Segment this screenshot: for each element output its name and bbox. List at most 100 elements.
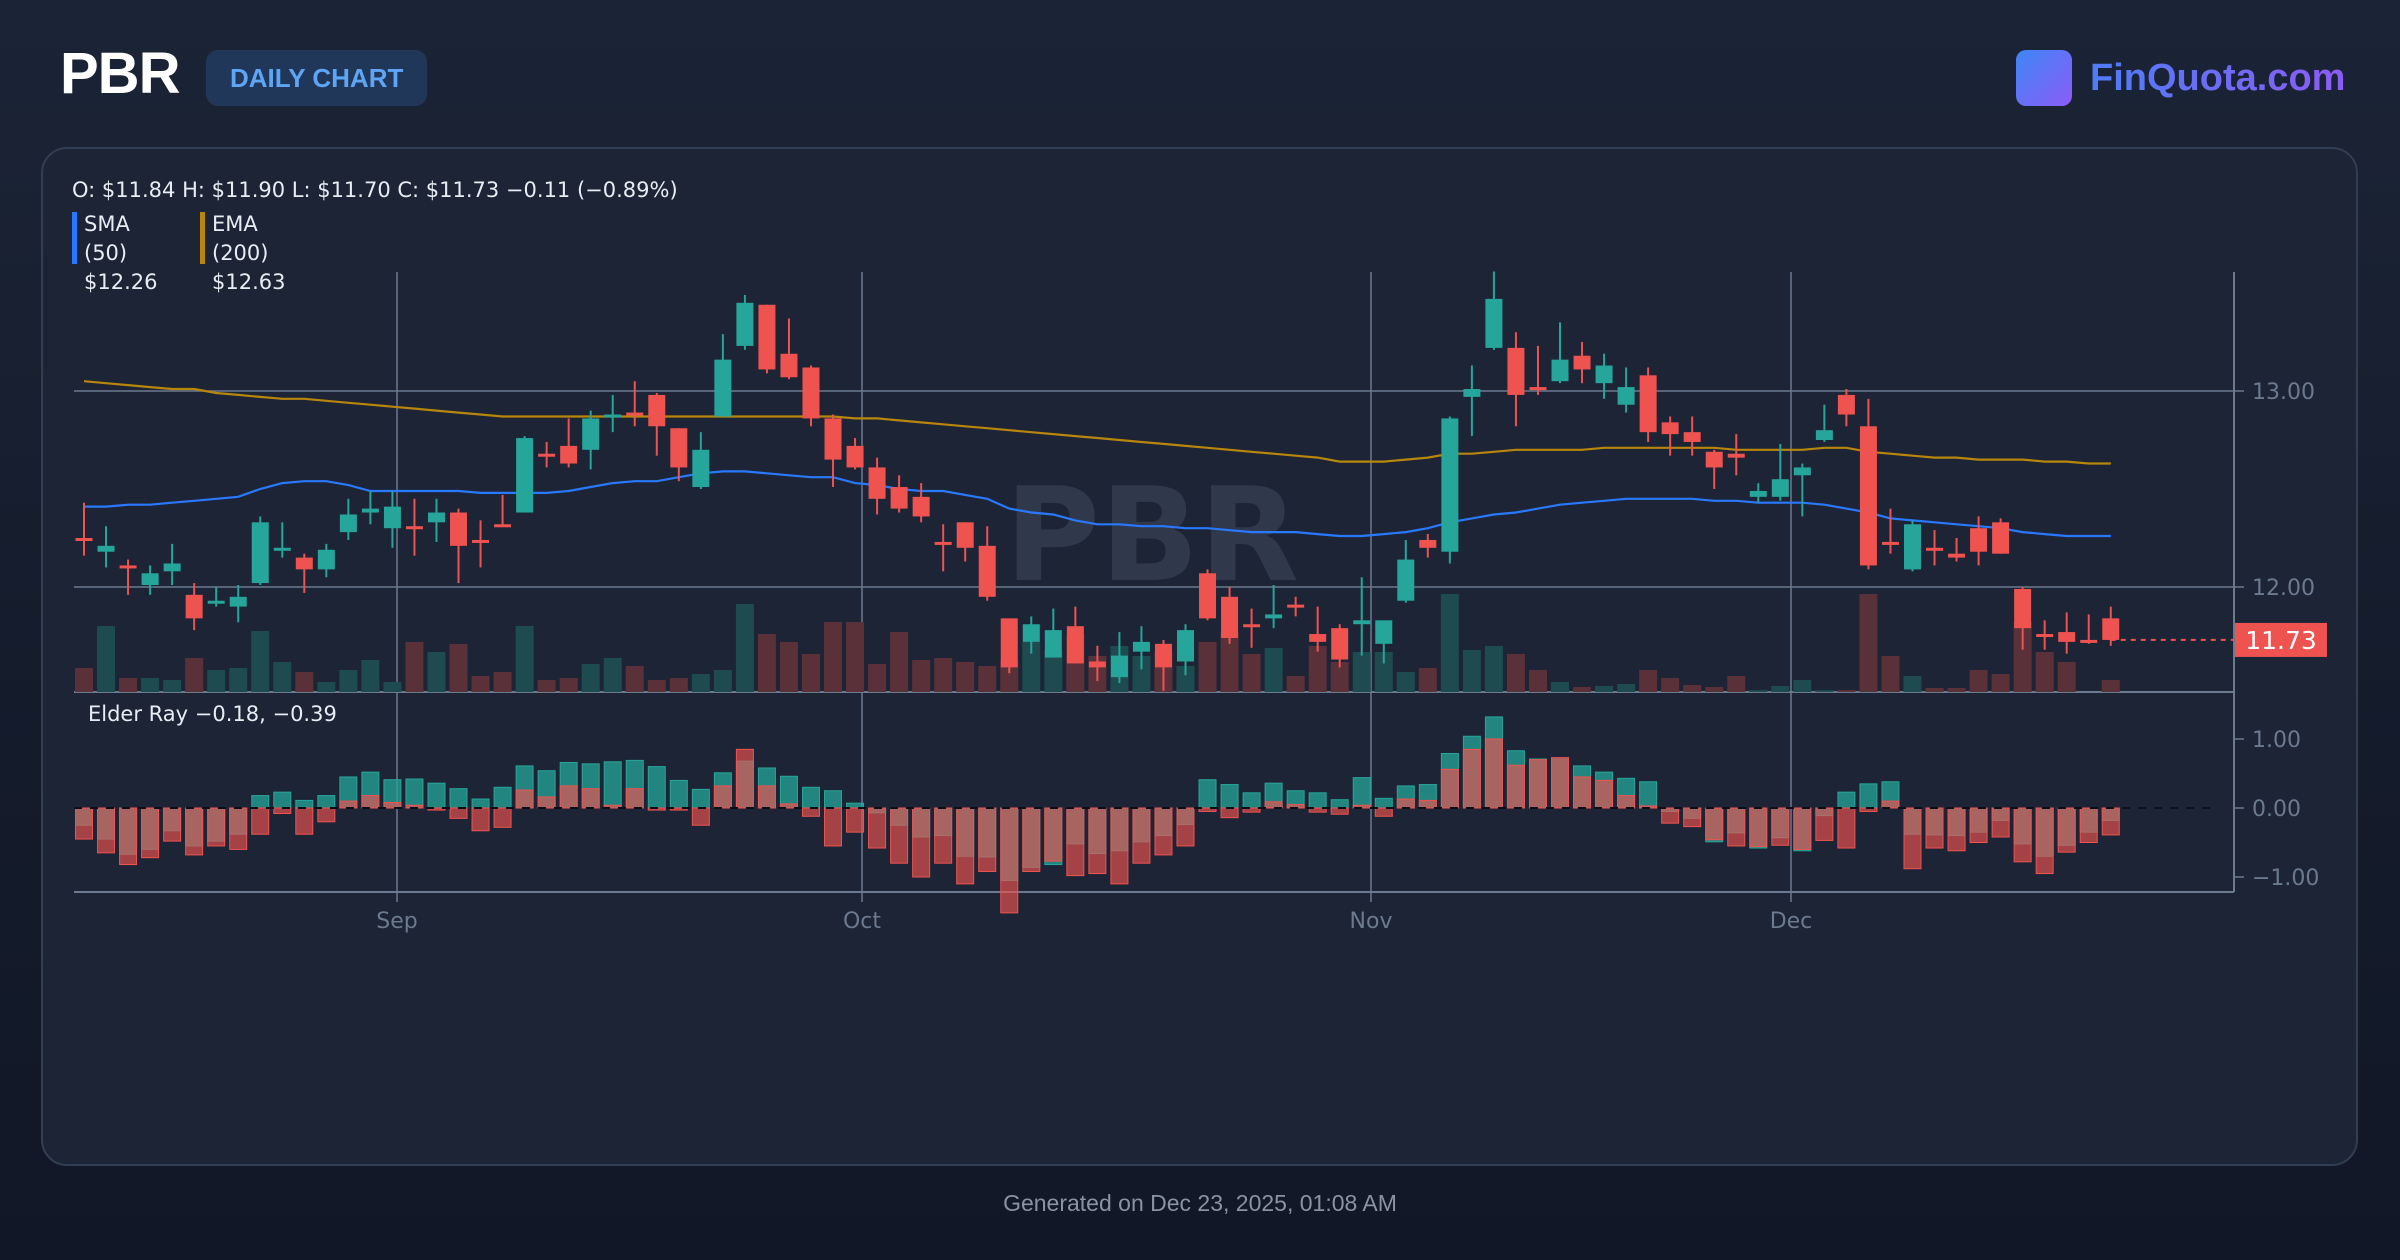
volume-bar xyxy=(1969,670,1988,692)
volume-bar xyxy=(163,680,182,692)
volume-bar xyxy=(383,682,402,692)
volume-bar xyxy=(1727,676,1746,692)
bear-power-bar xyxy=(339,800,358,809)
last-price-badge xyxy=(2235,622,2327,657)
volume-bar xyxy=(185,658,204,692)
candle-down xyxy=(1705,451,1723,468)
volume-bar xyxy=(405,642,424,692)
candle-down xyxy=(494,524,512,528)
candle-down xyxy=(1837,394,1855,415)
bear-power-bar xyxy=(427,807,446,811)
bear-power-bar xyxy=(1044,807,1063,862)
bull-power-bar xyxy=(1330,799,1349,809)
watermark-text: PBR xyxy=(1005,459,1299,611)
candle-up xyxy=(361,508,379,513)
candle-down xyxy=(846,445,864,468)
candle-up xyxy=(582,418,600,450)
sma-50-line xyxy=(84,470,2111,538)
bear-power-bar xyxy=(229,807,248,850)
generated-timestamp: Generated on Dec 23, 2025, 01:08 AM xyxy=(1003,1190,1397,1216)
bear-power-bar xyxy=(1705,807,1724,841)
bear-power-bar xyxy=(934,807,953,864)
bear-power-bar xyxy=(2035,807,2054,875)
candle-down xyxy=(670,428,688,468)
bear-power-bar xyxy=(163,807,182,842)
volume-bar xyxy=(581,664,600,692)
volume-bar xyxy=(339,670,358,692)
candle-down xyxy=(2080,639,2098,643)
volume-bar xyxy=(119,678,138,692)
candle-up xyxy=(516,438,534,513)
bear-power-bar xyxy=(669,807,688,811)
candle-up xyxy=(1044,630,1062,658)
volume-bar xyxy=(801,654,820,692)
ema-200-line xyxy=(83,380,2111,465)
volume-bar xyxy=(1044,650,1063,692)
candle-up xyxy=(736,302,754,346)
brand[interactable]: FinQuota.com xyxy=(2016,50,2345,106)
volume-bar xyxy=(1022,642,1041,692)
volume-bar xyxy=(1000,660,1019,692)
candle-down xyxy=(780,353,798,378)
volume-bar xyxy=(1528,670,1547,692)
candle-down xyxy=(1000,618,1018,668)
bear-power-bar xyxy=(317,807,336,823)
candle-up xyxy=(251,522,269,584)
candle-down xyxy=(626,412,644,416)
bear-power-bar xyxy=(295,807,314,835)
candle-up xyxy=(339,514,357,533)
bull-power-bar xyxy=(1837,791,1856,809)
candle-down xyxy=(1419,539,1437,548)
ema-value: $12.63 xyxy=(212,270,286,294)
bear-power-bar xyxy=(1551,757,1570,809)
bear-power-bar xyxy=(956,807,975,885)
candle-down xyxy=(2014,588,2032,629)
volume-bar xyxy=(449,644,468,692)
brand-name[interactable]: FinQuota.com xyxy=(2090,56,2346,99)
volume-bar xyxy=(1793,680,1812,692)
candle-down xyxy=(1243,624,1261,628)
candle-up xyxy=(1551,359,1569,382)
candle-up xyxy=(273,547,291,551)
candle-down xyxy=(956,522,974,548)
candle-down xyxy=(2058,632,2076,642)
candle-up xyxy=(1397,559,1415,601)
bear-power-bar xyxy=(1881,800,1900,809)
candle-down xyxy=(824,418,842,460)
bear-power-bar xyxy=(1969,807,1988,843)
bear-power-bar xyxy=(1793,807,1812,850)
candle-up xyxy=(1353,620,1371,625)
bear-power-bar xyxy=(1749,807,1768,848)
volume-bar xyxy=(2013,622,2032,692)
volume-bars xyxy=(75,594,2120,692)
volume-bar xyxy=(890,632,909,692)
candle-down xyxy=(295,557,313,570)
candle-down xyxy=(890,487,908,509)
volume-bar xyxy=(1374,652,1393,692)
volume-bar xyxy=(1947,688,1966,692)
volume-bar xyxy=(1440,594,1459,692)
candle-up xyxy=(1903,524,1921,570)
bull-power-bar xyxy=(647,766,666,809)
candle-up xyxy=(427,512,445,523)
volume-bar xyxy=(956,662,975,692)
candle-up xyxy=(229,596,247,607)
bull-power-bar xyxy=(1308,792,1327,809)
bear-power-bar xyxy=(2079,807,2098,843)
volume-bar xyxy=(1595,686,1614,692)
volume-bar xyxy=(207,670,226,692)
bull-power-bar xyxy=(1859,783,1878,809)
bull-power-bar xyxy=(317,795,336,809)
candle-down xyxy=(1683,432,1701,442)
candle-up xyxy=(1617,387,1635,405)
volume-bar xyxy=(1462,650,1481,692)
candle-down xyxy=(648,394,666,427)
bull-power-bar xyxy=(273,791,292,809)
volume-bar xyxy=(868,664,887,692)
candle-up xyxy=(207,600,225,604)
candle-up xyxy=(1485,298,1503,348)
bull-power-bar xyxy=(1242,792,1261,809)
volume-bar xyxy=(273,662,292,692)
sma-label: SMA (50) xyxy=(84,212,130,265)
